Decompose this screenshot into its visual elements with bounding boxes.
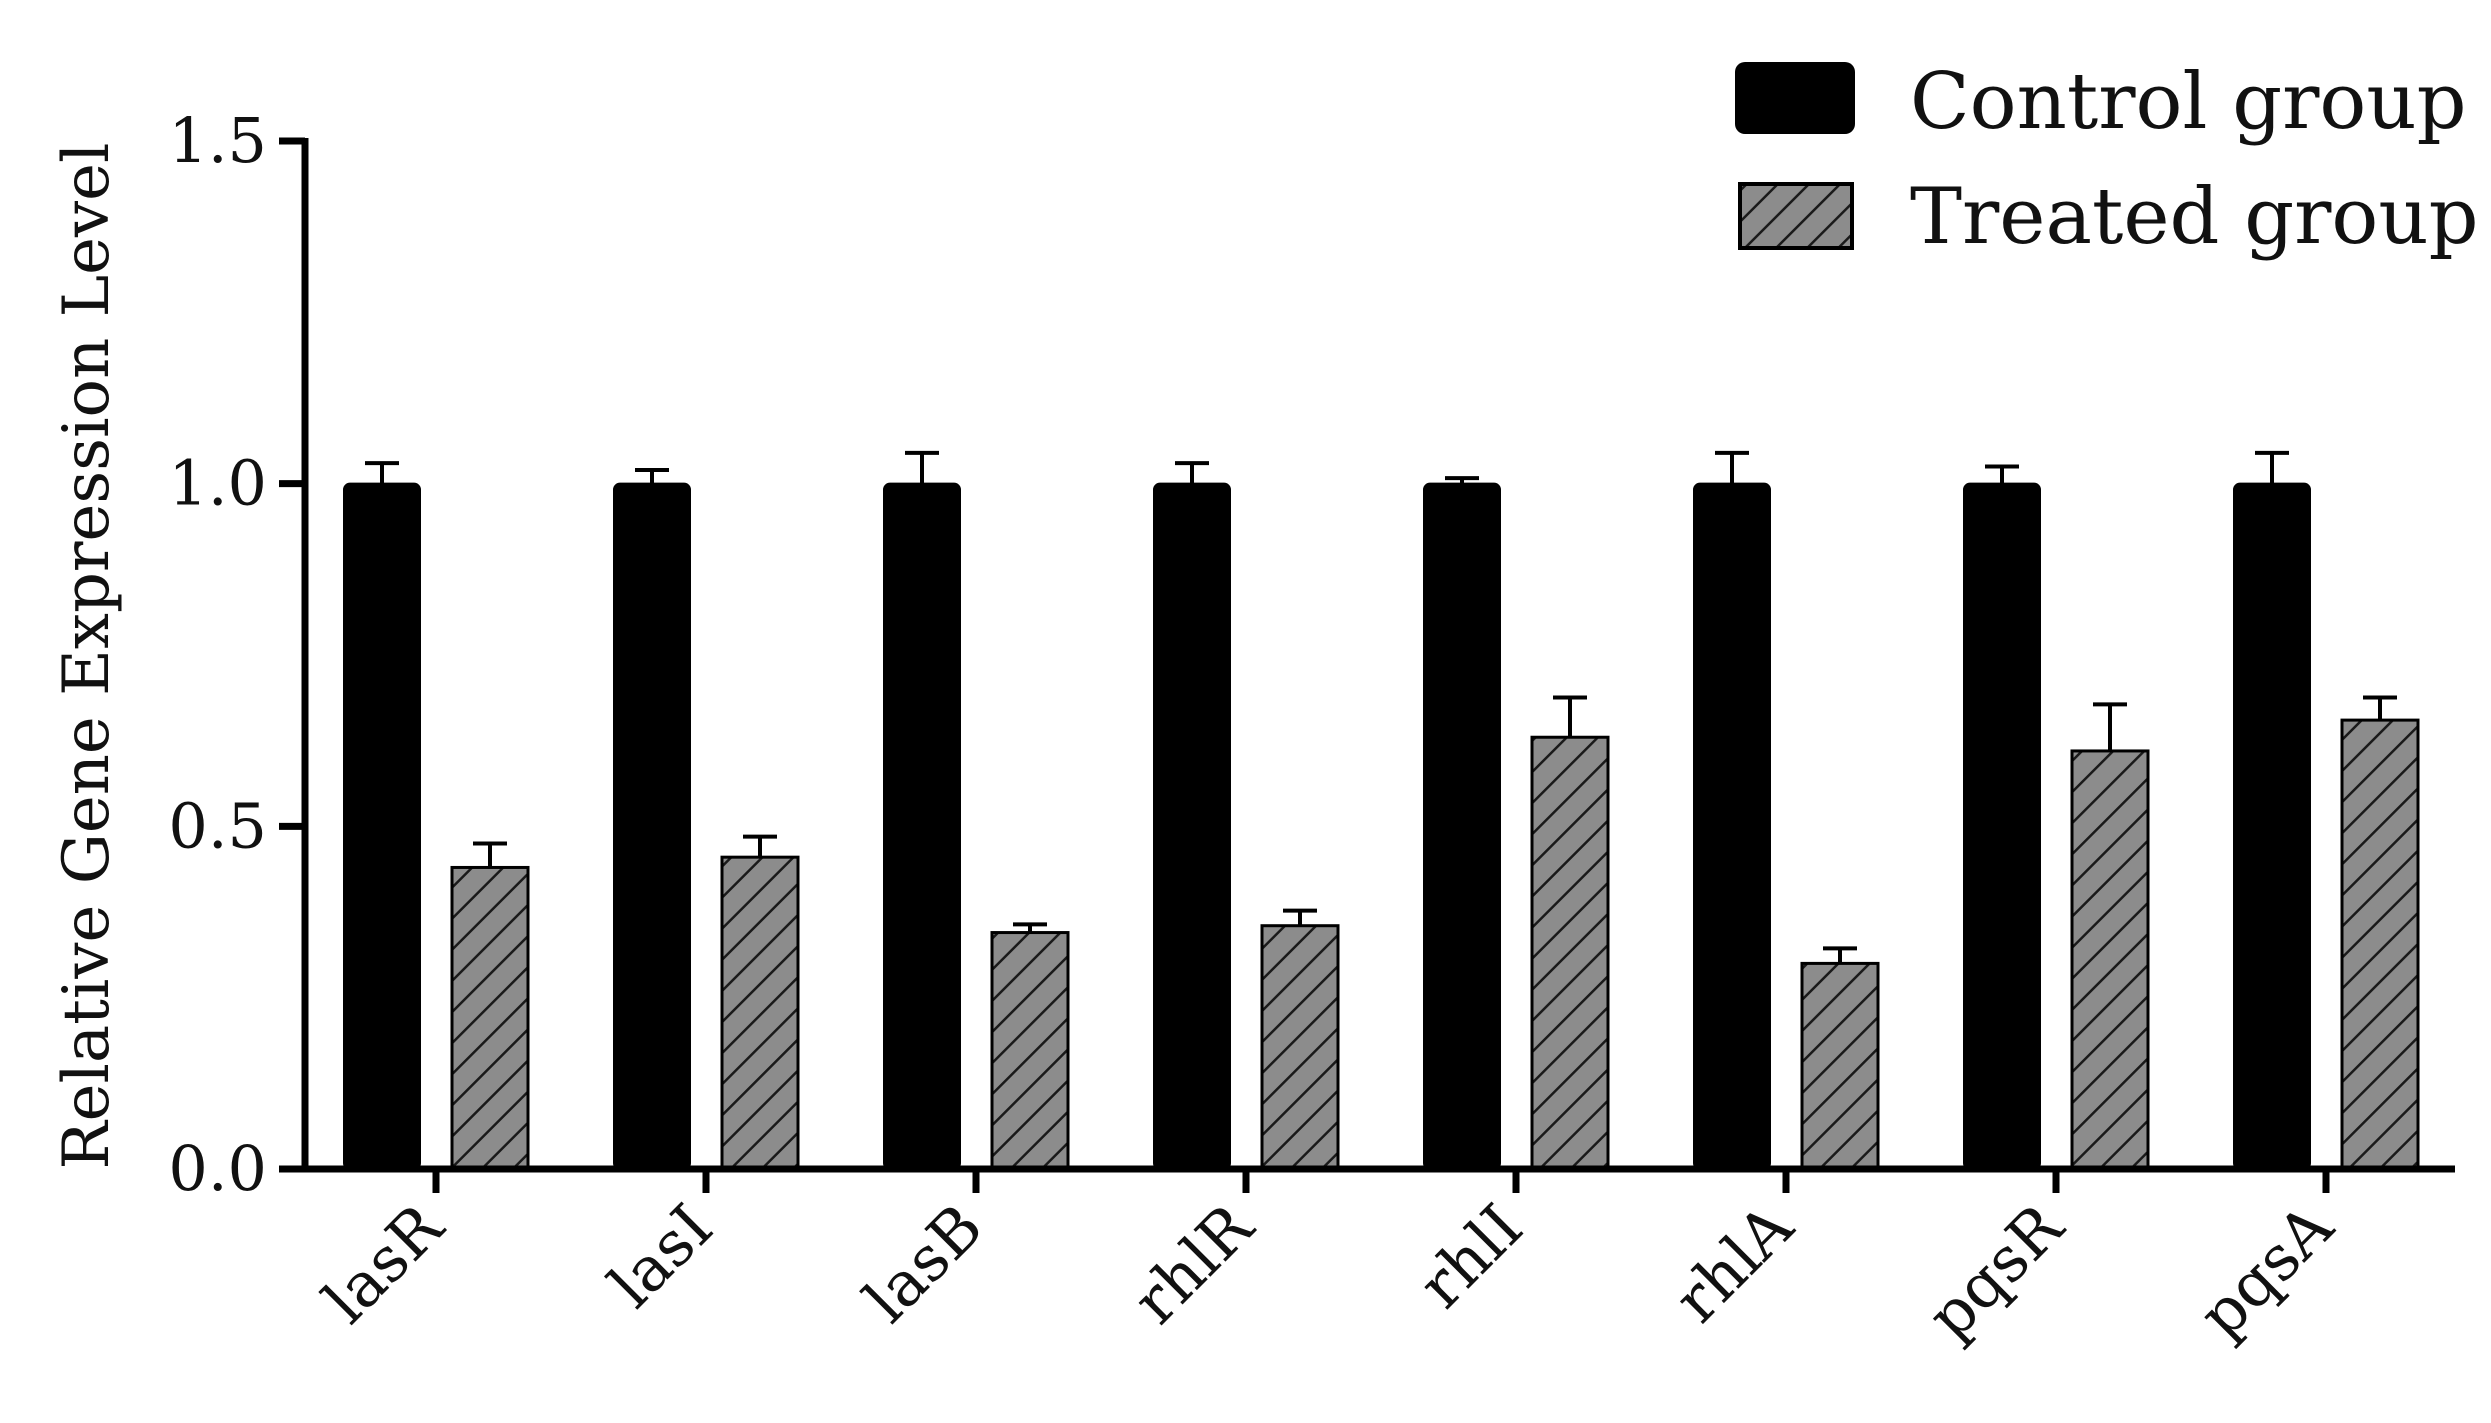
bar-treated [1530, 735, 1610, 1171]
bar-control [1423, 482, 1501, 1170]
bar-treated [2340, 718, 2420, 1171]
x-category-label: rhlI [1404, 1190, 1536, 1322]
bar-treated [2070, 749, 2150, 1171]
y-tick-label: 0.5 [168, 789, 267, 862]
bar-control [1693, 482, 1771, 1170]
legend-label-control: Control group [1910, 57, 2467, 147]
bar-treated [720, 855, 800, 1171]
error-bars-layer [365, 450, 2397, 964]
bar-control [343, 482, 421, 1170]
bar-treated [1800, 961, 1880, 1171]
bar-treated [450, 865, 530, 1171]
legend: Control group Treated group [1735, 57, 2479, 262]
bar-treated [1260, 924, 1340, 1171]
y-tick-label: 0.0 [168, 1132, 267, 1205]
x-ticks: lasR lasI lasB rhlR rhlI rhlA pqsR pqsA [309, 1169, 2347, 1353]
x-category-label: lasR [309, 1188, 458, 1337]
bar-control [1153, 482, 1231, 1170]
bar-control [2233, 482, 2311, 1170]
x-category-label: rhlR [1119, 1188, 1268, 1337]
x-category-label: lasI [595, 1190, 727, 1322]
y-axis-title: Relative Gene Expression Level [50, 142, 124, 1169]
x-category-label: rhlA [1660, 1189, 1807, 1336]
legend-label-treated: Treated group [1910, 172, 2479, 262]
bar-control [883, 482, 961, 1170]
bars-layer [343, 482, 2420, 1171]
y-ticks: 0.0 0.5 1.0 1.5 [168, 104, 305, 1205]
bar-control [613, 482, 691, 1170]
x-category-label: pqsA [2185, 1189, 2348, 1352]
y-tick-label: 1.0 [168, 447, 267, 520]
y-tick-label: 1.5 [168, 104, 267, 177]
x-category-label: pqsR [1913, 1188, 2078, 1353]
x-category-label: lasB [850, 1190, 996, 1336]
bar-control [1963, 482, 2041, 1170]
legend-swatch-treated [1738, 182, 1854, 250]
bar-treated [990, 931, 1070, 1171]
legend-swatch-control [1735, 62, 1855, 134]
